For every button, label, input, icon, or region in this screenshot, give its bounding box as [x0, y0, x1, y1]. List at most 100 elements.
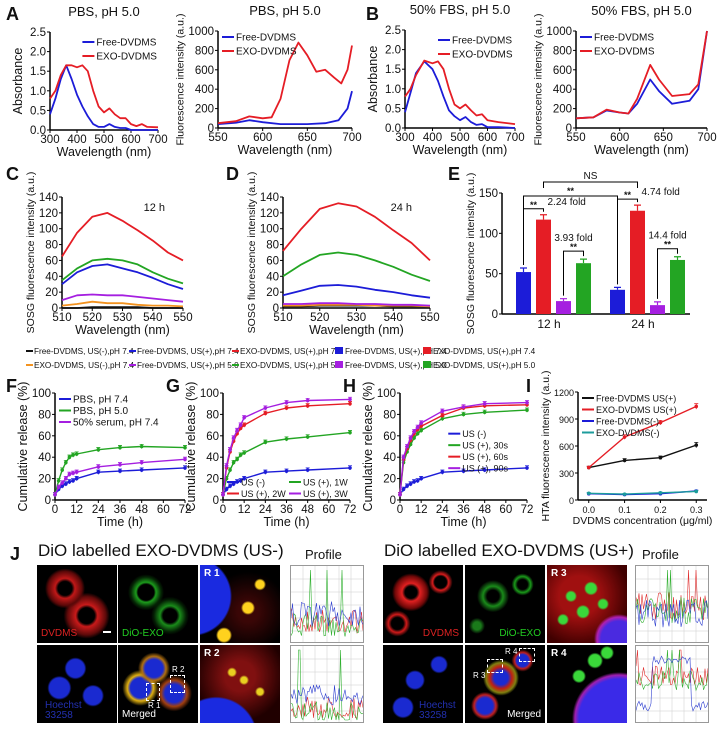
profile-trace — [291, 608, 363, 634]
error-bar — [408, 435, 413, 441]
significance-bracket — [523, 195, 618, 216]
chart-h: 0 20 40 60 80 100 0 12 24 36 48 60 72 Time (h) Cumulat… — [361, 382, 533, 529]
y-tick-label: 120 — [39, 208, 58, 220]
y-tick-label: 100 — [39, 224, 58, 236]
roi-4-zoom-image: R 4 — [547, 645, 627, 723]
series-line — [282, 202, 431, 262]
error-bar — [183, 456, 187, 462]
chart-b2: 0 200 400 600 800 1000 550 600 650 700 Wavelength … — [532, 3, 716, 157]
error-bar — [525, 465, 529, 471]
error-bar — [405, 483, 410, 489]
error-bar — [540, 214, 547, 220]
error-bar — [419, 420, 424, 426]
x-tick-label: 0 — [52, 504, 58, 516]
x-tick-label: 500 — [94, 134, 113, 146]
error-bar — [67, 471, 72, 477]
y-tick-label: 400 — [553, 84, 572, 96]
x-tick-label: 0 — [397, 504, 403, 516]
y-tick-label: 300 — [559, 469, 574, 479]
roi-4-label: R 4 — [551, 648, 567, 659]
x-tick-label: 12 — [238, 504, 251, 516]
roi-1-zoom-image: R 1 — [200, 565, 280, 643]
error-bar — [401, 454, 406, 460]
error-bar — [658, 491, 663, 494]
x-tick-label: 48 — [301, 504, 314, 516]
y-tick-label: 1000 — [546, 26, 572, 38]
y-tick-label: 80 — [38, 409, 51, 421]
dio-exo-channel-image: DiO-EXO — [465, 565, 545, 643]
roi-1-box-label: R 1 — [148, 701, 161, 710]
y-tick-label: 600 — [553, 65, 572, 77]
x-axis-label: Time (h) — [263, 515, 309, 529]
error-bar — [74, 451, 79, 457]
error-bar — [634, 204, 641, 211]
error-bar — [71, 478, 76, 483]
hoechst-label: Hoechst 33258 — [45, 700, 82, 721]
panel-label-a: A — [6, 4, 19, 24]
error-bar — [412, 479, 417, 484]
error-bar — [139, 467, 144, 473]
x-axis-label: Wavelength (nm) — [309, 323, 404, 337]
significance-mark: ** — [567, 186, 575, 196]
roi-2-label: R 2 — [204, 648, 220, 659]
error-bar — [461, 468, 466, 474]
y-tick-label: 80 — [45, 240, 58, 252]
significance-mark: ** — [664, 240, 672, 250]
y-tick-label: 60 — [45, 255, 58, 267]
x-axis-label: Time (h) — [440, 515, 486, 529]
legend-label: Free-DVDMS, US(+),pH 5.0 — [345, 361, 447, 370]
y-tick-label: 100 — [200, 388, 219, 400]
error-bar — [461, 404, 466, 410]
y-tick-label: 80 — [206, 409, 219, 421]
error-bar — [284, 468, 289, 474]
legend-label: Free-DVDMS — [236, 33, 296, 44]
profile-trace — [291, 696, 363, 719]
x-tick-label: 400 — [67, 134, 86, 146]
chart-title: 24 h — [391, 202, 412, 214]
legend-swatch — [423, 361, 431, 368]
profile-trace — [291, 601, 363, 627]
error-bar — [419, 476, 424, 481]
error-bar — [139, 460, 144, 465]
legend-label: 50% serum, pH 7.4 — [73, 418, 159, 429]
category-label: 24 h — [631, 317, 654, 331]
error-bar — [305, 434, 310, 440]
bar — [610, 289, 625, 314]
merged-image: Merged R 1 R 2 — [118, 645, 198, 723]
y-tick-label: 20 — [383, 474, 396, 486]
series-line — [575, 30, 708, 120]
error-bar — [694, 403, 699, 410]
error-bar — [263, 469, 268, 475]
error-bar — [461, 411, 466, 417]
roi-4-box — [519, 648, 535, 662]
error-bar — [284, 436, 289, 442]
chart-f: 0 20 40 60 80 100 0 12 24 36 48 60 72 Time (h) Cumulat… — [16, 382, 191, 529]
dvdms-label: DVDMS — [422, 628, 459, 639]
error-bar — [622, 434, 627, 440]
x-tick-label: 510 — [273, 312, 292, 324]
error-bar — [118, 462, 122, 467]
hoechst-label: Hoechst 33258 — [419, 700, 456, 721]
error-bar — [96, 469, 101, 475]
error-bar — [525, 407, 529, 413]
legend-label: Free-DVDMS(-) — [596, 417, 659, 427]
y-axis-label: SOSG fluorescence intensity (a.u.) — [246, 172, 258, 334]
error-bar — [658, 455, 663, 460]
roi-1-label: R 1 — [204, 568, 220, 579]
profile-trace — [636, 569, 708, 625]
profile-trace — [636, 649, 708, 686]
y-tick-label: 50 — [485, 269, 498, 281]
error-bar — [67, 479, 72, 484]
series-line — [282, 284, 431, 299]
legend-label: Free-DVDMS, US(+),pH 7.4 — [345, 347, 447, 356]
x-tick-label: 520 — [310, 312, 329, 324]
error-bar — [348, 396, 352, 402]
legend-label: Free-DVDMS, US(+),pH 5.0 — [137, 361, 239, 370]
series-line — [588, 444, 697, 469]
roi-2-zoom-image: R 2 — [200, 645, 280, 723]
error-bar — [228, 483, 233, 489]
legend-label: EXO-DVDMS — [96, 52, 157, 63]
y-tick-label: 0 — [273, 303, 279, 315]
error-bar — [242, 422, 247, 428]
